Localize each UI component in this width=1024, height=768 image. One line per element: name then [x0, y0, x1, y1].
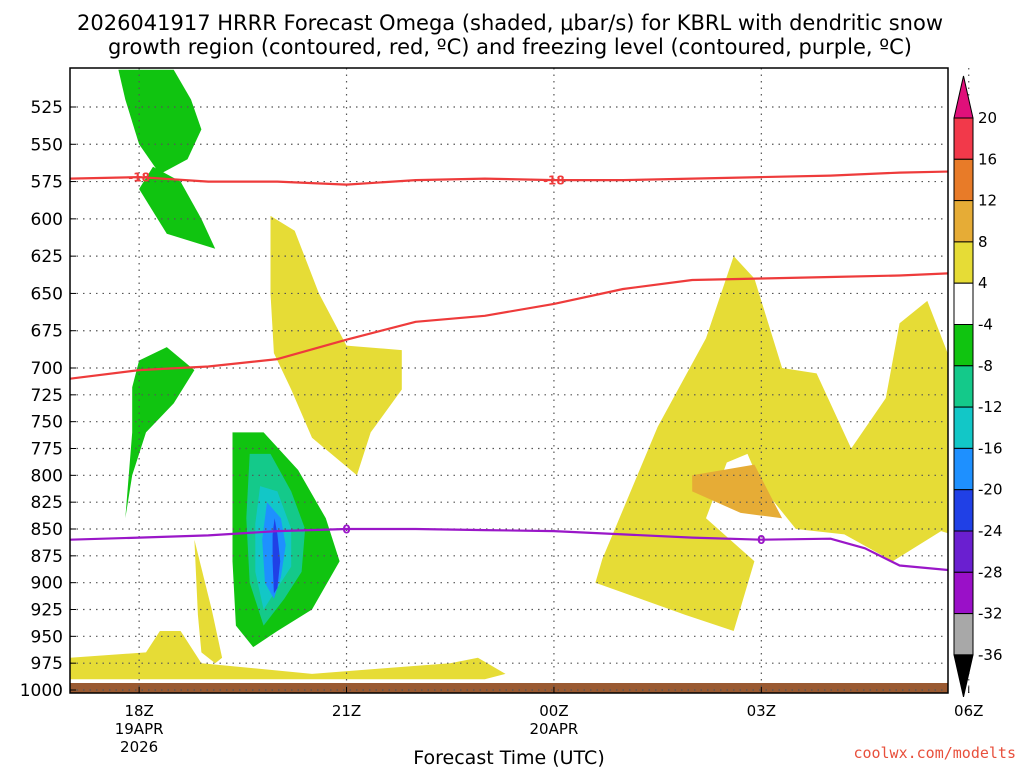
x-tick-label-1: 21Z [332, 702, 361, 720]
colorbar-bin-5 [953, 324, 974, 367]
x-tick-date-2: 20APR [530, 720, 579, 738]
y-tick-label-550: 550 [31, 135, 63, 155]
omega-region-15 [692, 464, 783, 519]
y-tick-label-900: 900 [31, 574, 63, 594]
colorbar-bin-2 [953, 200, 974, 243]
y-tick-label-575: 575 [31, 173, 63, 193]
colorbar-label-12: -32 [978, 605, 1003, 623]
colorbar-bin-7 [953, 406, 974, 449]
y-tick-label-600: 600 [31, 210, 63, 230]
y-tick-label-950: 950 [31, 627, 63, 647]
omega-region-13 [70, 631, 506, 680]
time-axis: 18Z19APR202621Z00Z20APR03Z06Z09Z [115, 687, 983, 756]
plot-frame [69, 67, 949, 694]
x-axis-label: Forecast Time (UTC) [413, 747, 604, 768]
y-tick-label-925: 925 [31, 601, 63, 621]
x-tick-label-2: 00Z [539, 702, 568, 720]
contour-freezing_level [70, 527, 948, 572]
colorbar-over-arrow [953, 75, 974, 119]
omega-shaded-field [70, 69, 948, 680]
x-tick-date-0: 19APR [115, 720, 164, 738]
dotted-grid [70, 68, 970, 693]
omega-region-2 [125, 347, 195, 519]
colorbar-label-1: 16 [978, 150, 997, 168]
contour-label-dgz_top-0: -18 [128, 171, 150, 185]
contour-label-freezing_level-1: 0 [757, 533, 765, 547]
x-tick-year-0: 2026 [120, 738, 158, 756]
omega-region-11 [270, 215, 402, 476]
colorbar-bin-4 [953, 282, 974, 326]
omega-colorbar: 20 16 12 8 4 -4 -8 -12 -16 -20 -24 -28 -32 -36 [953, 75, 1003, 698]
colorbar-bin-6 [953, 365, 974, 408]
colorbar-bin-3 [953, 241, 974, 284]
y-tick-label-725: 725 [31, 386, 63, 406]
colorbar-label-11: -28 [978, 563, 1003, 581]
colorbar-bin-12 [953, 613, 974, 656]
y-tick-label-850: 850 [31, 520, 63, 540]
omega-region-0 [118, 69, 202, 175]
colorbar-bin-11 [953, 571, 974, 615]
colorbar-under-arrow [953, 654, 974, 698]
contour-dgz_bottom [70, 272, 948, 380]
colorbar-label-6: -8 [978, 357, 993, 375]
colorbar-label-0: 20 [978, 109, 997, 127]
colorbar-label-9: -20 [978, 481, 1003, 499]
pressure-axis: 525 550 575 600 625 650 675 700 725 750 775 800 825 8… [20, 98, 76, 701]
x-tick-label-0: 18Z [124, 702, 153, 720]
colorbar-bin-9 [953, 489, 974, 532]
colorbar-label-4: 4 [978, 274, 988, 292]
colorbar-label-3: 8 [978, 233, 988, 251]
ground-surface-band [70, 683, 948, 693]
y-tick-label-825: 825 [31, 493, 63, 513]
chart-title-line-2: growth region (contoured, red, ºC) and f… [108, 35, 912, 59]
y-tick-label-975: 975 [31, 654, 63, 674]
colorbar-label-13: -36 [978, 646, 1003, 664]
y-tick-label-1000: 1000 [20, 681, 63, 701]
y-tick-label-800: 800 [31, 466, 63, 486]
colorbar-label-8: -16 [978, 439, 1003, 457]
colorbar-bin-1 [953, 158, 974, 202]
chart-title-line-1: 2026041917 HRRR Forecast Omega (shaded, … [77, 11, 943, 35]
colorbar-label-2: 12 [978, 192, 997, 210]
y-tick-label-675: 675 [31, 322, 63, 342]
y-tick-label-700: 700 [31, 359, 63, 379]
contour-label-dgz_top-1: -18 [543, 174, 565, 188]
x-tick-label-4: 06Z [954, 702, 983, 720]
temperature-contours: -18 -18 0 0 [70, 170, 948, 572]
contour-label-freezing_level-0: 0 [342, 523, 350, 537]
colorbar-label-7: -12 [978, 398, 1003, 416]
y-tick-label-625: 625 [31, 247, 63, 267]
omega-region-1 [139, 166, 216, 249]
x-tick-label-3: 03Z [747, 702, 776, 720]
y-tick-label-750: 750 [31, 413, 63, 433]
contour-dgz_top [70, 170, 948, 186]
y-tick-label-650: 650 [31, 284, 63, 304]
y-tick-label-775: 775 [31, 440, 63, 460]
omega-region-12 [194, 539, 223, 664]
colorbar-bin-10 [953, 530, 974, 573]
colorbar-label-5: -4 [978, 316, 993, 334]
omega-region-7 [272, 518, 281, 594]
colorbar-bin-8 [953, 447, 974, 491]
y-tick-label-875: 875 [31, 547, 63, 567]
colorbar-bin-0 [953, 117, 974, 160]
y-tick-label-525: 525 [31, 98, 63, 118]
colorbar-label-10: -24 [978, 522, 1003, 540]
site-credit: coolwx.com/modelts [853, 744, 1016, 762]
